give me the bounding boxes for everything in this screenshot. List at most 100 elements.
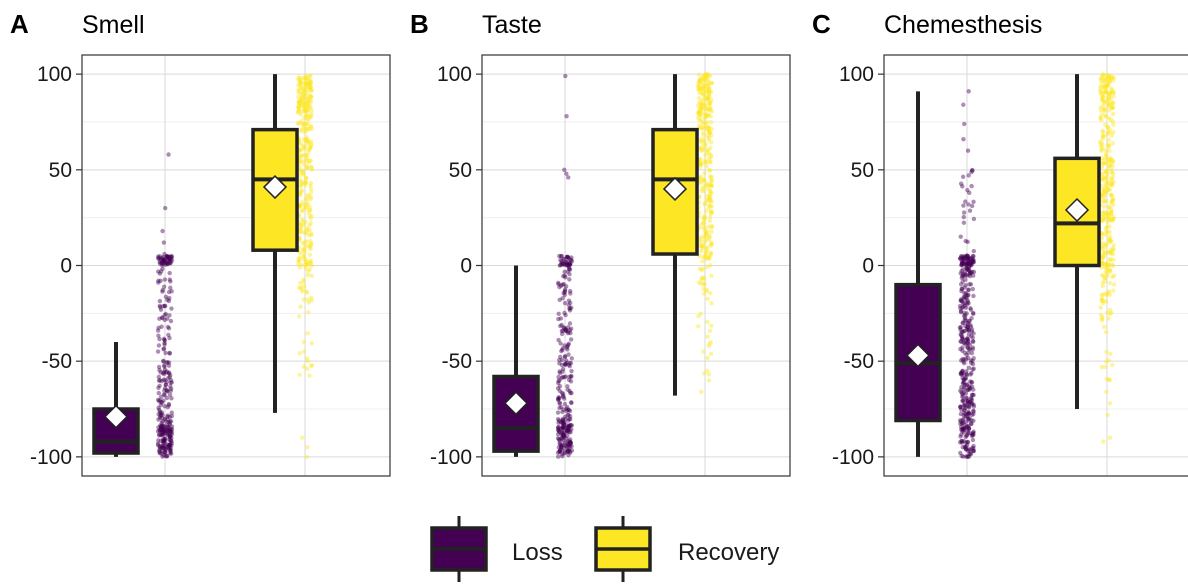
- data-point-recovery: [705, 296, 710, 302]
- data-point-loss: [966, 287, 971, 292]
- data-point-recovery: [695, 111, 701, 116]
- data-point-recovery: [707, 191, 713, 197]
- data-point-loss: [963, 260, 968, 266]
- data-point-loss: [967, 451, 972, 457]
- data-point-loss: [569, 305, 574, 310]
- data-point-recovery: [299, 119, 304, 124]
- data-point-recovery: [308, 94, 314, 99]
- data-point-loss: [558, 253, 564, 259]
- data-point-loss: [958, 339, 963, 344]
- data-point-recovery: [709, 109, 714, 114]
- y-tick-label: 0: [60, 255, 72, 278]
- data-point-loss: [964, 443, 970, 448]
- data-point-recovery: [695, 103, 701, 108]
- data-point-loss: [566, 362, 572, 368]
- data-point-loss: [559, 444, 564, 449]
- data-point-loss: [969, 397, 975, 403]
- data-point-recovery: [1106, 358, 1111, 363]
- data-point-recovery: [1102, 109, 1107, 114]
- data-point-recovery: [697, 108, 703, 114]
- data-point-recovery: [708, 114, 713, 119]
- data-point-loss: [967, 256, 972, 261]
- data-point-recovery: [1102, 84, 1108, 89]
- data-point-recovery: [295, 109, 301, 115]
- data-point-recovery: [709, 174, 714, 179]
- data-point-loss: [563, 284, 569, 289]
- data-point-recovery: [303, 206, 308, 211]
- data-point-recovery: [701, 86, 706, 91]
- data-point-loss: [565, 449, 570, 454]
- data-point-recovery: [1098, 305, 1103, 310]
- data-point-loss: [969, 392, 975, 398]
- data-point-loss: [960, 334, 965, 339]
- data-point-recovery: [1107, 280, 1113, 286]
- data-point-loss: [562, 343, 567, 348]
- data-point-loss: [568, 414, 573, 419]
- data-point-recovery: [301, 115, 307, 121]
- data-point-recovery: [700, 92, 706, 97]
- data-point-recovery: [1105, 310, 1110, 315]
- data-point-loss: [960, 272, 965, 277]
- data-point-recovery: [1107, 401, 1113, 406]
- data-point-recovery: [303, 266, 308, 271]
- data-point-recovery: [307, 227, 312, 233]
- data-point-loss: [965, 324, 970, 330]
- data-point-recovery: [1105, 83, 1110, 88]
- data-point-recovery: [304, 152, 309, 158]
- data-point-loss: [559, 424, 565, 430]
- data-point-loss: [168, 254, 174, 259]
- data-point-loss: [566, 262, 572, 267]
- data-point-loss: [961, 403, 966, 408]
- data-point-loss: [961, 340, 966, 345]
- data-point-recovery: [696, 110, 702, 115]
- data-point-recovery: [698, 162, 704, 167]
- data-point-loss: [970, 258, 976, 264]
- data-point-loss: [164, 431, 169, 437]
- data-point-recovery: [295, 76, 301, 81]
- data-point-loss: [965, 327, 970, 332]
- data-point-loss: [160, 228, 165, 234]
- data-point-recovery: [700, 77, 706, 83]
- data-point-loss: [968, 263, 974, 268]
- data-point-recovery: [1102, 77, 1107, 82]
- data-point-loss: [967, 261, 973, 266]
- data-point-recovery: [305, 164, 310, 170]
- data-point-loss: [161, 453, 166, 458]
- data-point-loss: [967, 265, 972, 270]
- data-point-recovery: [303, 196, 308, 202]
- data-point-loss: [970, 260, 976, 265]
- legend-label-loss: Loss: [512, 539, 563, 566]
- data-point-loss: [967, 385, 972, 390]
- data-point-recovery: [1100, 297, 1105, 303]
- data-point-loss: [965, 387, 971, 392]
- data-point-recovery: [1110, 197, 1115, 203]
- data-point-loss: [564, 345, 570, 350]
- data-point-recovery: [299, 217, 305, 222]
- data-point-recovery: [1101, 104, 1106, 109]
- data-point-loss: [556, 424, 561, 430]
- data-point-recovery: [698, 311, 704, 317]
- data-point-recovery: [299, 121, 305, 126]
- data-point-recovery: [1109, 102, 1115, 107]
- data-point-loss: [959, 286, 965, 292]
- data-point-recovery: [298, 141, 303, 146]
- data-point-recovery: [703, 126, 708, 131]
- data-point-recovery: [308, 145, 313, 150]
- data-point-recovery: [301, 254, 307, 259]
- data-point-recovery: [1106, 262, 1112, 267]
- data-point-loss: [561, 281, 566, 287]
- data-point-loss: [967, 387, 972, 392]
- data-point-recovery: [1102, 188, 1107, 194]
- data-point-recovery: [707, 193, 712, 199]
- y-tick-label: 50: [449, 159, 472, 182]
- data-point-loss: [560, 419, 565, 424]
- data-point-loss: [167, 374, 172, 380]
- data-point-recovery: [1104, 292, 1110, 298]
- mean-marker-recovery: [262, 174, 288, 200]
- data-point-loss: [166, 289, 172, 295]
- data-point-loss: [160, 289, 165, 294]
- data-point-recovery: [706, 206, 711, 211]
- data-point-loss: [962, 303, 968, 308]
- data-point-loss: [960, 417, 966, 423]
- data-point-recovery: [1099, 316, 1105, 321]
